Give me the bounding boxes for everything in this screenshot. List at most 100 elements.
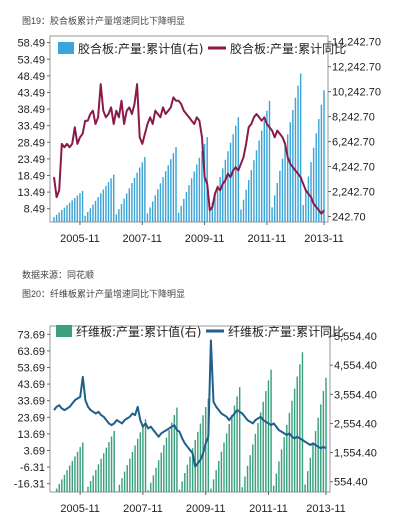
bar — [223, 442, 225, 492]
x-tick-label: 2011-11 — [248, 233, 287, 245]
bar — [84, 215, 86, 222]
x-tick-label: 2007-11 — [123, 503, 163, 515]
right-tick-label: 8,242.70 — [332, 112, 375, 124]
left-tick-label: 23.49 — [17, 154, 45, 166]
bar — [288, 412, 291, 492]
left-tick-label: 38.49 — [17, 104, 45, 116]
bar — [280, 449, 283, 492]
x-tick-label: 2009-11 — [186, 503, 226, 515]
bar — [183, 198, 185, 222]
bar — [325, 377, 327, 492]
bar — [141, 162, 143, 222]
bar — [196, 164, 198, 222]
bar — [318, 119, 320, 222]
bar — [131, 451, 134, 492]
bar — [299, 73, 302, 222]
bar — [68, 465, 71, 492]
bar — [123, 198, 125, 222]
bar — [115, 214, 118, 222]
bar — [253, 160, 255, 222]
bar — [278, 461, 280, 492]
bar — [309, 457, 312, 492]
bar — [227, 151, 229, 222]
bar — [74, 197, 76, 222]
bar — [317, 417, 319, 492]
bar — [214, 193, 216, 222]
bar — [206, 137, 208, 222]
line-series — [53, 83, 325, 215]
bar — [159, 183, 162, 222]
bar — [58, 212, 60, 222]
left-tick-label: 43.69 — [17, 379, 45, 391]
bar — [241, 487, 244, 492]
left-tick-label: 3.69 — [24, 446, 45, 458]
bar — [270, 369, 272, 492]
left-tick-label: 58.49 — [17, 38, 45, 50]
bar — [113, 430, 115, 492]
legend: 纤维板:产量:累计值(右) 纤维板:产量:累计同比 — [56, 324, 344, 339]
bar — [189, 456, 191, 492]
bar — [224, 159, 227, 222]
bar — [304, 484, 306, 492]
bar — [144, 419, 147, 492]
bar-series — [55, 352, 327, 492]
bar — [294, 97, 297, 222]
bar — [177, 212, 180, 222]
bar — [247, 179, 250, 222]
bar — [232, 134, 234, 222]
bar — [229, 142, 232, 222]
plywood-chart: 8.49 13.49 18.49 23.49 28.49 33.49 38.49 43.49 4… — [0, 26, 408, 254]
line-series — [53, 339, 327, 468]
data-source: 数据来源：同花顺 — [22, 270, 95, 280]
bar — [146, 213, 149, 222]
left-tick-label: 13.49 — [17, 187, 45, 199]
bar — [306, 471, 309, 492]
left-tick-label: 18.49 — [17, 171, 45, 183]
bar — [242, 199, 245, 222]
bar — [262, 401, 264, 492]
bar — [155, 467, 157, 492]
bar — [210, 488, 212, 492]
bar — [293, 388, 296, 492]
bar — [110, 436, 113, 492]
right-tick-label: 2,554.40 — [334, 418, 377, 430]
bar — [219, 176, 221, 222]
x-tick-label: 2009-11 — [185, 233, 225, 245]
bar — [63, 207, 66, 222]
bar — [259, 412, 262, 492]
bar — [275, 473, 278, 492]
bar — [167, 165, 169, 222]
bar — [160, 452, 162, 492]
bar — [82, 442, 84, 492]
bar — [152, 475, 155, 492]
bar — [193, 171, 195, 222]
bar — [283, 437, 285, 492]
left-tick-label: 28.49 — [17, 137, 45, 149]
bar — [76, 451, 79, 492]
bar — [87, 486, 89, 492]
bar — [134, 445, 136, 492]
bar — [215, 470, 217, 492]
bar — [301, 352, 304, 492]
bar — [263, 120, 266, 222]
bar — [186, 464, 189, 492]
bar — [89, 208, 92, 222]
bar — [286, 134, 289, 222]
bar — [89, 481, 92, 492]
bar — [271, 207, 273, 222]
bar — [118, 209, 120, 222]
bar — [55, 488, 58, 492]
figure-20-caption: 图20：纤维板累计产量增速同比下降明显 — [22, 289, 186, 299]
left-tick-label: 23.69 — [17, 412, 45, 424]
bar — [100, 458, 102, 492]
bar — [312, 444, 314, 492]
bar — [249, 455, 251, 492]
right-tick-label: 6,242.70 — [332, 137, 375, 149]
bar — [92, 475, 94, 492]
bar — [176, 407, 178, 492]
bar — [154, 195, 156, 222]
bar — [102, 189, 105, 222]
bar — [236, 396, 238, 492]
left-tick-label: 33.69 — [17, 396, 45, 408]
bar — [323, 90, 325, 222]
